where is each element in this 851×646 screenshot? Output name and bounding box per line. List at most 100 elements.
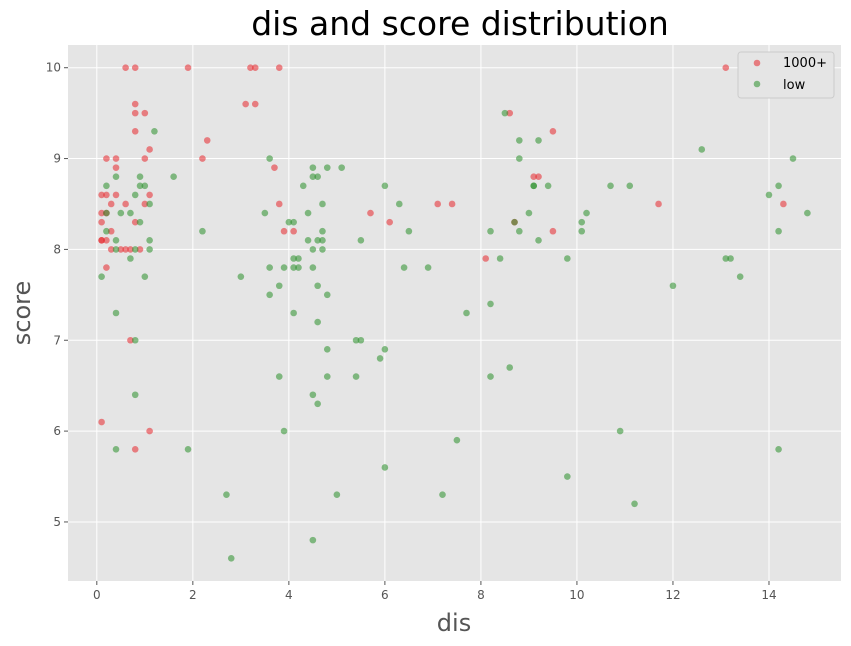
data-point xyxy=(319,246,326,253)
series-1000plus xyxy=(98,64,787,453)
data-point xyxy=(290,255,297,262)
data-point xyxy=(319,237,326,244)
data-point xyxy=(103,155,110,162)
data-point xyxy=(511,218,518,226)
data-point xyxy=(112,164,120,171)
data-point xyxy=(131,391,139,399)
data-point xyxy=(357,237,365,244)
data-point xyxy=(309,164,317,171)
data-point xyxy=(275,200,283,208)
data-point xyxy=(184,445,192,453)
data-point xyxy=(107,200,115,208)
x-tick-label: 14 xyxy=(761,588,776,602)
data-point xyxy=(482,255,490,262)
data-point xyxy=(487,227,494,235)
data-point xyxy=(112,191,120,199)
data-point xyxy=(453,436,461,444)
data-point xyxy=(367,209,374,217)
data-point xyxy=(506,109,514,117)
data-point xyxy=(516,227,523,235)
data-point xyxy=(357,336,365,344)
x-tick-label: 4 xyxy=(285,588,293,602)
y-tick-label: 5 xyxy=(53,515,61,529)
data-point xyxy=(381,346,389,353)
data-point xyxy=(146,146,153,153)
data-point xyxy=(496,255,504,262)
data-point xyxy=(669,282,677,290)
data-point xyxy=(280,264,288,271)
x-tick-label: 10 xyxy=(569,588,584,602)
data-point xyxy=(400,264,408,271)
data-point xyxy=(141,200,149,208)
data-point xyxy=(309,173,317,181)
data-point xyxy=(122,64,129,72)
data-point xyxy=(290,309,297,317)
data-point xyxy=(333,491,341,498)
data-point xyxy=(352,336,360,344)
data-point xyxy=(314,282,321,290)
x-axis-label: dis xyxy=(437,609,471,637)
data-point xyxy=(736,273,744,280)
data-point xyxy=(199,227,206,235)
x-tick-label: 8 xyxy=(477,588,485,602)
data-point xyxy=(170,173,177,181)
data-point xyxy=(616,427,624,435)
y-axis-label: score xyxy=(8,281,36,346)
data-point xyxy=(535,137,542,144)
data-point xyxy=(323,346,331,353)
data-point xyxy=(655,200,662,208)
legend-marker-low xyxy=(753,80,761,88)
legend-marker-1000plus xyxy=(753,59,761,67)
data-point xyxy=(775,445,782,453)
data-point xyxy=(775,227,782,235)
data-point xyxy=(386,218,393,226)
data-point xyxy=(506,364,514,371)
data-point xyxy=(103,182,110,190)
data-point xyxy=(722,64,730,72)
legend: 1000+ low xyxy=(737,51,835,99)
data-point xyxy=(535,237,542,244)
x-tick-label: 2 xyxy=(189,588,197,602)
data-point xyxy=(405,227,413,235)
data-point xyxy=(530,182,538,190)
data-point xyxy=(323,373,331,380)
data-point xyxy=(309,246,317,253)
y-tick-label: 8 xyxy=(53,242,61,256)
data-point xyxy=(544,182,552,190)
data-point xyxy=(98,237,105,244)
data-point xyxy=(122,200,129,208)
data-point xyxy=(314,318,321,326)
data-point xyxy=(146,246,153,253)
data-point xyxy=(549,128,557,135)
data-point xyxy=(136,182,144,190)
data-point xyxy=(103,237,110,244)
data-point xyxy=(136,246,144,253)
data-point xyxy=(424,264,432,271)
data-point xyxy=(242,100,249,108)
legend-box xyxy=(737,51,835,99)
data-point xyxy=(141,155,149,162)
data-point xyxy=(578,227,586,235)
data-point xyxy=(535,173,542,181)
data-point xyxy=(309,264,317,271)
data-point xyxy=(607,182,614,190)
data-point xyxy=(103,264,110,271)
data-point xyxy=(237,273,245,280)
data-point xyxy=(295,255,302,262)
data-point xyxy=(112,155,120,162)
data-point xyxy=(131,445,139,453)
data-points xyxy=(98,64,811,562)
data-point xyxy=(251,64,259,72)
data-point xyxy=(775,182,782,190)
data-point xyxy=(804,209,811,217)
data-point xyxy=(275,282,283,290)
data-point xyxy=(151,128,158,135)
data-point xyxy=(314,237,321,244)
data-point xyxy=(199,155,206,162)
data-point xyxy=(338,164,345,171)
data-point xyxy=(127,336,134,344)
y-tick-label: 6 xyxy=(53,424,61,438)
data-point xyxy=(295,264,302,271)
data-point xyxy=(309,536,317,544)
